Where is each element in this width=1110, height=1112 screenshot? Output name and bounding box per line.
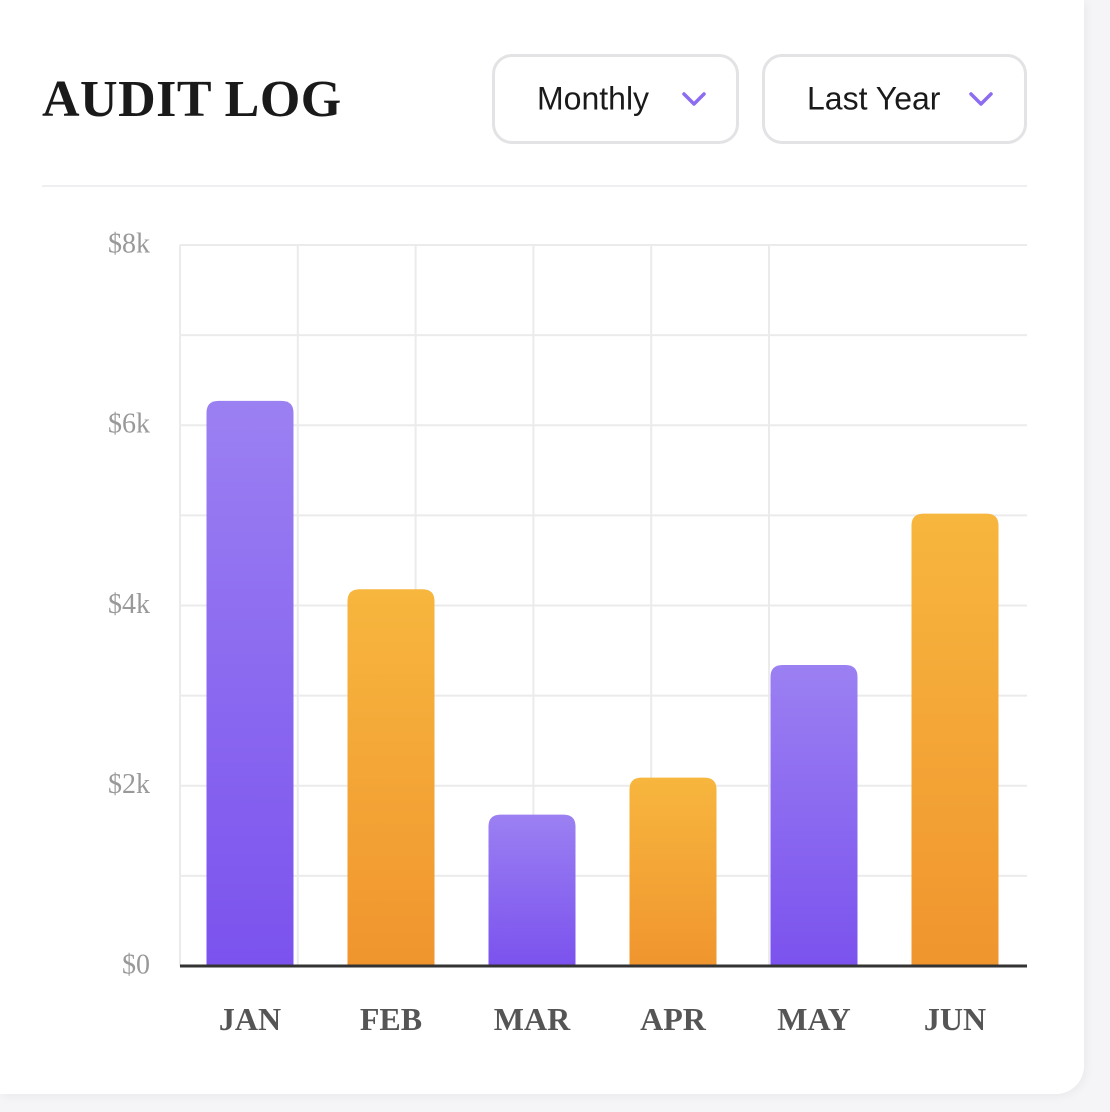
bar-mar[interactable] xyxy=(488,814,576,966)
chart-labels: $0 $2k $4k $6k $8k JAN FEB MAR APR MAY JUN xyxy=(108,228,986,1037)
page-title: AUDIT LOG xyxy=(42,71,342,128)
bar-apr[interactable] xyxy=(629,777,717,966)
range-dropdown[interactable]: Last Year xyxy=(762,54,1027,144)
range-dropdown-value: Last Year xyxy=(807,80,941,117)
period-dropdown-value: Monthly xyxy=(537,80,650,117)
chevron-down-icon xyxy=(682,92,706,106)
y-tick-label: $8k xyxy=(108,228,150,259)
bar-may[interactable] xyxy=(770,664,858,966)
period-dropdown[interactable]: Monthly xyxy=(492,54,739,144)
y-tick-label: $2k xyxy=(108,769,150,800)
x-tick-label: MAY xyxy=(777,1001,850,1037)
x-tick-label: APR xyxy=(640,1001,707,1037)
y-tick-label: $6k xyxy=(108,409,150,440)
x-tick-label: JUN xyxy=(924,1001,986,1037)
chart-grid xyxy=(179,244,1027,966)
bar-feb[interactable] xyxy=(347,589,435,966)
x-tick-label: JAN xyxy=(219,1001,281,1037)
header-divider xyxy=(42,185,1027,187)
bar-jun[interactable] xyxy=(911,513,999,966)
y-tick-label: $4k xyxy=(108,589,150,620)
chart-bars xyxy=(206,400,999,966)
x-tick-label: MAR xyxy=(494,1001,571,1037)
y-tick-label: $0 xyxy=(122,949,150,980)
bar-jan[interactable] xyxy=(206,400,294,966)
chevron-down-icon xyxy=(969,92,993,106)
x-tick-label: FEB xyxy=(360,1001,422,1037)
